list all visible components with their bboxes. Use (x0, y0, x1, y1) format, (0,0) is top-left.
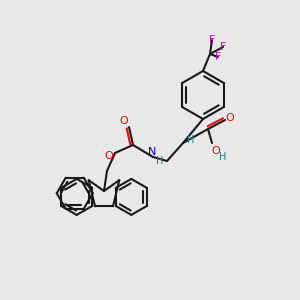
Text: O: O (226, 113, 234, 123)
Text: F: F (209, 35, 215, 45)
Text: H: H (219, 152, 227, 162)
Text: N: N (148, 147, 156, 157)
Text: F: F (220, 42, 226, 52)
Text: H: H (156, 156, 164, 166)
Text: O: O (120, 116, 128, 126)
Text: H: H (187, 135, 195, 145)
Text: O: O (212, 146, 220, 156)
Text: F: F (215, 52, 221, 62)
Text: O: O (105, 151, 113, 161)
